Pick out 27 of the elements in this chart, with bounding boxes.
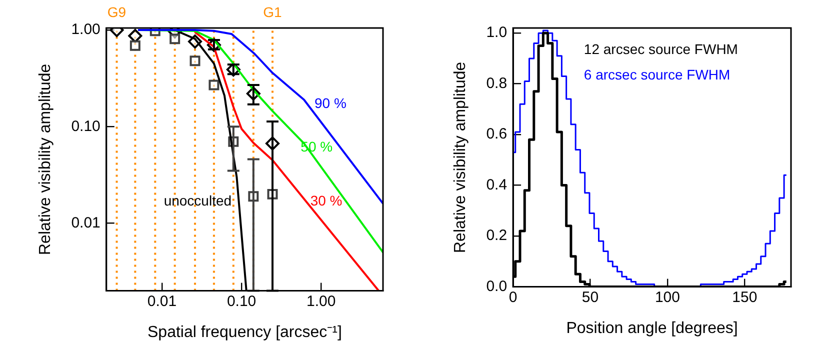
x-tick-label: 150 xyxy=(732,288,758,306)
y-tick-label: 0.0 xyxy=(486,278,508,295)
y-tick-label: 0.6 xyxy=(486,126,508,143)
y-tick-label: 0.10 xyxy=(71,118,100,135)
series-label: unocculted xyxy=(164,192,232,208)
x-tick-label: 1.00 xyxy=(306,292,336,310)
text: 12 arcsec source FWHM xyxy=(584,40,738,57)
y-tick-label: 0.4 xyxy=(486,176,508,194)
series-label: 6 arcsec source FWHM xyxy=(584,66,730,83)
y-axis-title: Relative visibility amplitude xyxy=(452,62,470,253)
x-tick-label: 50 xyxy=(582,288,599,306)
ref-line-label: G1 xyxy=(263,4,282,20)
x-tick-label: 0 xyxy=(508,288,518,306)
x-axis-title: Spatial frequency [arcsec⁻¹] xyxy=(147,324,342,341)
y-tick-label: 0.01 xyxy=(71,214,100,232)
series-label: 90 % xyxy=(314,95,346,112)
y-axis-title: Relative visibility amplitude xyxy=(37,64,54,255)
ref-line-label: G9 xyxy=(107,4,126,20)
y-tick-label: 1.00 xyxy=(71,21,100,38)
y-tick-label: 0.8 xyxy=(486,74,508,92)
x-tick-label: 100 xyxy=(654,288,680,306)
series-label: 30 % xyxy=(310,192,342,208)
y-tick-label: 0.2 xyxy=(486,227,508,244)
y-tick-label: 1.0 xyxy=(486,24,508,42)
x-axis-title: Position angle [degrees] xyxy=(566,320,738,337)
x-tick-label: 0.10 xyxy=(226,292,256,310)
x-tick-label: 0.01 xyxy=(147,292,177,310)
